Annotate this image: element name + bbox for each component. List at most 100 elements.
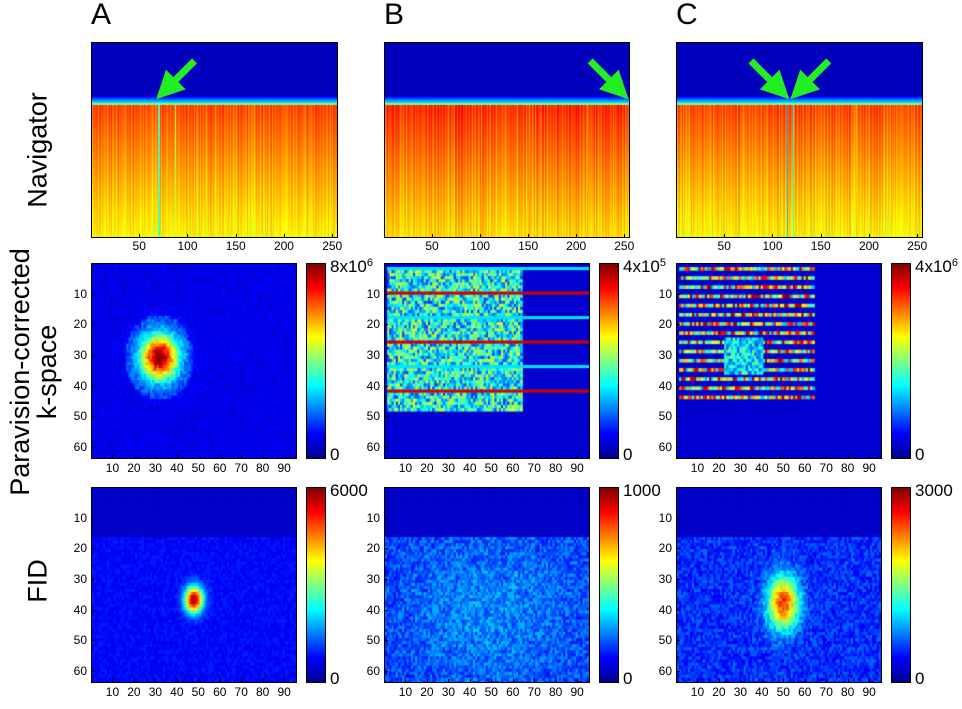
tick-mark — [332, 234, 334, 238]
tick-mark — [198, 679, 200, 683]
tick-mark — [577, 679, 579, 683]
tick-mark — [697, 679, 699, 683]
kspace-colorbar-max-c: 4x106 — [915, 257, 958, 276]
tick-mark — [155, 455, 157, 459]
tick-mark — [576, 234, 578, 238]
x-tick-label: 40 — [755, 461, 769, 475]
y-tick-label: 10 — [366, 510, 380, 525]
fid-colorbar-min-c: 0 — [915, 669, 925, 688]
tick-mark — [384, 416, 388, 418]
x-tick-label: 30 — [148, 685, 163, 699]
tick-mark — [384, 354, 388, 356]
x-tick-label: 10 — [105, 461, 120, 475]
tick-mark — [262, 679, 264, 683]
x-tick-label: 250 — [907, 239, 928, 253]
tick-mark — [91, 517, 95, 519]
x-tick-label: 150 — [225, 239, 246, 253]
tick-mark — [697, 455, 699, 459]
tick-mark — [384, 609, 388, 611]
tick-mark — [826, 679, 828, 683]
tick-mark — [724, 234, 726, 238]
x-tick-label: 70 — [819, 685, 833, 699]
y-tick-label: 60 — [658, 663, 672, 678]
fid-image-b — [384, 487, 590, 683]
x-tick-label: 50 — [425, 239, 439, 253]
y-tick-label: 40 — [366, 378, 380, 393]
tick-mark — [847, 679, 849, 683]
tick-mark — [284, 455, 286, 459]
tick-mark — [405, 679, 407, 683]
tick-mark — [512, 679, 514, 683]
y-tick-label: 50 — [658, 409, 672, 424]
fid-image-a — [91, 487, 297, 683]
y-tick-label: 10 — [366, 286, 380, 301]
tick-mark — [139, 234, 141, 238]
kspace-image-c — [676, 263, 882, 459]
x-tick-label: 90 — [277, 685, 291, 699]
x-tick-label: 50 — [484, 461, 498, 475]
tick-mark — [676, 548, 680, 550]
kspace-image-a — [91, 263, 297, 459]
kspace-colorbar-c — [891, 263, 911, 459]
tick-mark — [869, 455, 871, 459]
y-tick-label: 40 — [73, 602, 87, 617]
tick-mark — [384, 385, 388, 387]
x-tick-label: 40 — [170, 461, 184, 475]
fid-colorbar-a — [306, 487, 326, 683]
x-tick-label: 10 — [690, 685, 705, 699]
y-tick-label: 10 — [658, 510, 672, 525]
tick-mark — [384, 446, 388, 448]
tick-mark — [491, 455, 493, 459]
y-tick-label: 50 — [366, 409, 380, 424]
tick-mark — [868, 234, 870, 238]
x-tick-label: 40 — [170, 685, 184, 699]
tick-mark — [676, 385, 680, 387]
x-tick-label: 60 — [213, 685, 227, 699]
tick-mark — [783, 679, 785, 683]
tick-mark — [91, 324, 95, 326]
tick-mark — [718, 455, 720, 459]
x-tick-label: 90 — [862, 685, 876, 699]
y-tick-label: 30 — [366, 571, 380, 586]
x-tick-label: 20 — [127, 461, 141, 475]
x-tick-label: 60 — [213, 461, 227, 475]
tick-mark — [469, 679, 471, 683]
y-tick-label: 60 — [73, 663, 87, 678]
tick-mark — [91, 578, 95, 580]
x-tick-label: 50 — [484, 685, 498, 699]
tick-mark — [847, 455, 849, 459]
tick-mark — [91, 446, 95, 448]
x-tick-label: 200 — [273, 239, 294, 253]
x-tick-label: 80 — [840, 685, 855, 699]
kspace-colorbar-b — [599, 263, 619, 459]
x-tick-label: 80 — [548, 685, 563, 699]
tick-mark — [480, 234, 482, 238]
y-tick-label: 50 — [73, 409, 87, 424]
tick-mark — [241, 455, 243, 459]
x-tick-label: 20 — [712, 685, 726, 699]
tick-mark — [284, 679, 286, 683]
fid-image-c — [676, 487, 882, 683]
x-tick-label: 30 — [733, 685, 748, 699]
tick-mark — [91, 385, 95, 387]
tick-mark — [91, 548, 95, 550]
tick-mark — [491, 679, 493, 683]
tick-mark — [820, 234, 822, 238]
tick-mark — [91, 293, 95, 295]
tick-mark — [676, 609, 680, 611]
x-tick-label: 60 — [798, 461, 812, 475]
tick-mark — [917, 234, 919, 238]
fid-colorbar-max-b: 1000 — [623, 481, 661, 500]
tick-mark — [432, 234, 434, 238]
tick-mark — [772, 234, 774, 238]
x-tick-label: 100 — [470, 239, 491, 253]
tick-mark — [826, 455, 828, 459]
x-tick-label: 20 — [712, 461, 726, 475]
tick-mark — [91, 670, 95, 672]
y-tick-label: 60 — [366, 663, 380, 678]
x-tick-label: 150 — [518, 239, 539, 253]
x-tick-label: 40 — [755, 685, 769, 699]
x-tick-label: 70 — [234, 461, 248, 475]
tick-mark — [219, 679, 221, 683]
